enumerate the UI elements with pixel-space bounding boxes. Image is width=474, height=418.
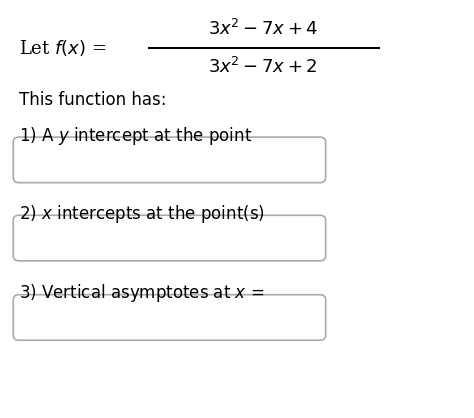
Text: 2) $x$ intercepts at the point(s): 2) $x$ intercepts at the point(s) — [19, 203, 265, 225]
Text: Let $f(x)$ =: Let $f(x)$ = — [19, 38, 106, 58]
Text: $3x^2 - 7x + 2$: $3x^2 - 7x + 2$ — [209, 57, 318, 77]
FancyBboxPatch shape — [13, 215, 326, 261]
Text: $3x^2 - 7x + 4$: $3x^2 - 7x + 4$ — [208, 19, 318, 39]
FancyBboxPatch shape — [13, 137, 326, 183]
FancyBboxPatch shape — [13, 295, 326, 340]
Text: This function has:: This function has: — [19, 91, 166, 110]
Text: 3) Vertical asymptotes at $x$ =: 3) Vertical asymptotes at $x$ = — [19, 282, 264, 303]
Text: 1) A $y$ intercept at the point: 1) A $y$ intercept at the point — [19, 125, 252, 147]
